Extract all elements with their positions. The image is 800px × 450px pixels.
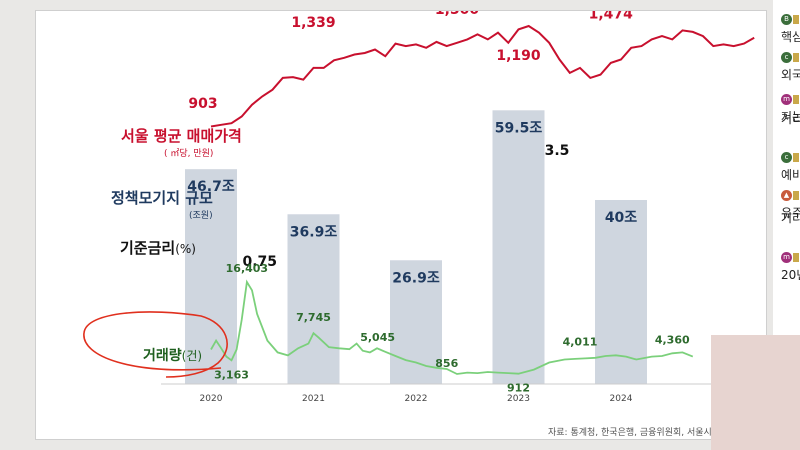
x-tick-2021: 2021 — [302, 394, 325, 404]
chart-canvas: 46.7조 36.9조 26.9조 59.5조 40조 2020 2021 2022 2023 2… — [83, 11, 755, 404]
chat-message: ▲ 유주 — [781, 188, 800, 221]
chat-username — [793, 95, 799, 104]
volume-label-3,163: 3,163 — [214, 368, 249, 381]
chat-message-text: 핵심 — [781, 30, 800, 44]
chat-message: c 예비 — [781, 150, 800, 183]
x-tick-2020: 2020 — [200, 394, 223, 404]
rate-unit-label: (%) — [175, 242, 196, 256]
volume-label-912: 912 — [507, 382, 530, 395]
chat-avatar-icon: m — [781, 94, 792, 105]
chat-message: B 핵심 — [781, 12, 800, 45]
annotation-circle — [83, 311, 228, 378]
chat-username — [793, 253, 799, 262]
chat-message-text: 거리 — [781, 112, 800, 126]
chart-slide: 46.7조 36.9조 26.9조 59.5조 40조 2020 2021 2022 2023 2… — [35, 10, 767, 440]
price-series-label: 서울 평균 매매가격 — [121, 127, 242, 145]
volume-label-text: 거래량 — [143, 348, 182, 364]
policy-bar-2024 — [595, 200, 647, 384]
webcam-overlay — [711, 335, 800, 450]
policy-bar-label-2024: 40조 — [605, 210, 637, 226]
volume-label-856: 856 — [435, 357, 458, 370]
chat-username — [793, 153, 799, 162]
chat-avatar-icon: m — [781, 252, 792, 263]
volume-label-5,045: 5,045 — [360, 331, 395, 344]
chat-message-text: 유주 — [781, 206, 800, 220]
chat-avatar-icon: c — [781, 152, 792, 163]
chat-username — [793, 53, 799, 62]
rate-label-text: 기준금리 — [120, 239, 176, 257]
chat-message-text: 저는 — [781, 110, 800, 124]
volume-label-7,745: 7,745 — [296, 311, 331, 324]
price-label-1,190: 1,190 — [496, 48, 541, 64]
chat-message-text: 예비 — [781, 168, 800, 182]
chat-avatar-icon: B — [781, 14, 792, 25]
chat-message: m 저는 — [781, 92, 800, 125]
price-label-1,474: 1,474 — [589, 11, 634, 22]
price-unit-label: ( ㎡당, 만원) — [164, 149, 214, 159]
rate-label-0.75: 0.75 — [242, 254, 277, 270]
volume-label-4,011: 4,011 — [563, 335, 598, 348]
chat-username — [793, 15, 799, 24]
chat-message: m 20년 — [781, 250, 800, 283]
policy-series-label: 정책모기지 규모 — [111, 189, 213, 207]
x-tick-2022: 2022 — [405, 394, 428, 404]
source-note: 자료: 통계청, 한국은행, 금융위원회, 서울시부동산정 — [548, 428, 745, 438]
volume-unit-label: (건) — [181, 349, 203, 363]
rate-series-label: 기준금리(%) — [120, 237, 196, 258]
policy-bar-2021 — [287, 214, 340, 384]
chat-message-text: 거리 — [781, 211, 800, 225]
chat-message: 거리 — [781, 207, 800, 226]
policy-unit-label: (조원) — [189, 211, 213, 221]
chat-message: c 외국 — [781, 50, 800, 83]
policy-bar-label-2022: 26.9조 — [392, 270, 440, 286]
policy-bar-label-2021: 36.9조 — [290, 224, 338, 240]
rate-label-3.5: 3.5 — [545, 143, 570, 159]
chat-message-text: 외국 — [781, 68, 800, 82]
policy-bar-2023 — [492, 110, 545, 385]
price-line — [210, 24, 755, 128]
price-label-1,339: 1,339 — [291, 15, 335, 31]
x-tick-2023: 2023 — [507, 394, 530, 404]
price-label-1,500: 1,500 — [435, 11, 480, 18]
policy-bar-label-2023: 59.5조 — [495, 120, 543, 136]
volume-line — [210, 279, 694, 375]
volume-series-label: 거래량(건) — [143, 345, 202, 365]
chat-avatar-icon: c — [781, 52, 792, 63]
chat-message: 거리 — [781, 108, 800, 127]
price-label-903: 903 — [188, 96, 217, 112]
policy-bar-label-2020: 46.7조 — [187, 179, 235, 195]
x-tick-2024: 2024 — [610, 394, 633, 404]
chat-message-text: 20년 — [781, 268, 800, 282]
volume-label-16,403: 16,403 — [226, 262, 268, 275]
chat-username — [793, 191, 799, 200]
volume-label-4,360: 4,360 — [655, 333, 690, 346]
chat-avatar-icon: ▲ — [781, 190, 792, 201]
